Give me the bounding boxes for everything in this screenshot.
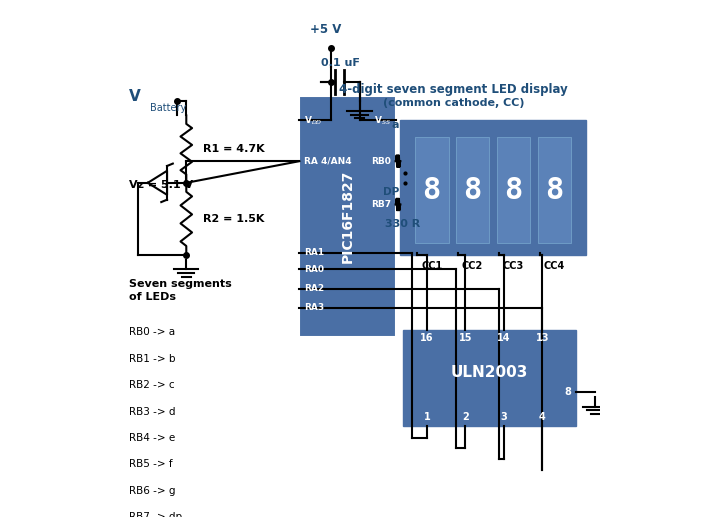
Text: RA 4/AN4: RA 4/AN4 xyxy=(304,157,352,165)
Text: RA1: RA1 xyxy=(304,248,324,257)
Text: Vz = 5.1 V: Vz = 5.1 V xyxy=(129,180,193,190)
Text: CC1: CC1 xyxy=(421,261,442,270)
Bar xyxy=(415,137,449,243)
Text: Battery: Battery xyxy=(150,103,186,113)
Text: 8: 8 xyxy=(423,176,441,205)
Text: 8: 8 xyxy=(564,387,571,397)
Bar xyxy=(299,96,395,337)
Bar xyxy=(403,329,576,426)
Text: 330 R: 330 R xyxy=(385,219,421,229)
Text: 8: 8 xyxy=(463,176,482,205)
Text: RB0 -> a: RB0 -> a xyxy=(129,327,175,337)
Text: RB7 -> dp: RB7 -> dp xyxy=(129,512,182,517)
Text: CC4: CC4 xyxy=(544,261,565,270)
Text: 2: 2 xyxy=(462,412,469,422)
Text: 1: 1 xyxy=(423,412,430,422)
Bar xyxy=(456,137,490,243)
Text: RB3 -> d: RB3 -> d xyxy=(129,406,175,417)
Text: RB5 -> f: RB5 -> f xyxy=(129,460,172,469)
Text: CC3: CC3 xyxy=(503,261,524,270)
Text: V$_{DD}$: V$_{DD}$ xyxy=(304,114,323,127)
Text: RB2 -> c: RB2 -> c xyxy=(129,380,174,390)
Bar xyxy=(400,120,586,255)
Text: ULN2003: ULN2003 xyxy=(451,366,528,381)
Text: a: a xyxy=(391,120,399,130)
Text: 14: 14 xyxy=(497,333,510,343)
Text: 3: 3 xyxy=(500,412,507,422)
Text: CC2: CC2 xyxy=(462,261,483,270)
Text: 4: 4 xyxy=(539,412,546,422)
Text: R2 = 1.5K: R2 = 1.5K xyxy=(203,214,265,224)
Text: V: V xyxy=(129,89,140,104)
Text: 15: 15 xyxy=(459,333,472,343)
Text: RB0: RB0 xyxy=(371,157,390,165)
Text: 0.1 uF: 0.1 uF xyxy=(321,57,360,68)
Text: RA3: RA3 xyxy=(304,303,324,312)
Text: RB6 -> g: RB6 -> g xyxy=(129,486,175,496)
Text: PIC16F1827: PIC16F1827 xyxy=(341,170,354,263)
Bar xyxy=(538,137,571,243)
Text: +5 V: +5 V xyxy=(310,23,342,36)
Text: DP: DP xyxy=(383,188,399,197)
Text: RB4 -> e: RB4 -> e xyxy=(129,433,175,443)
Text: 8: 8 xyxy=(545,176,564,205)
Text: RB1 -> b: RB1 -> b xyxy=(129,354,175,363)
Text: R1 = 4.7K: R1 = 4.7K xyxy=(203,144,265,154)
Text: 16: 16 xyxy=(420,333,434,343)
Text: (common cathode, CC): (common cathode, CC) xyxy=(383,98,524,109)
Text: RA2: RA2 xyxy=(304,284,324,293)
Text: V$_{SS}$: V$_{SS}$ xyxy=(374,114,390,127)
Text: 4-digit seven segment LED display: 4-digit seven segment LED display xyxy=(339,83,568,96)
Bar xyxy=(497,137,531,243)
Text: 8: 8 xyxy=(504,176,523,205)
Text: RA0: RA0 xyxy=(304,265,324,274)
Text: RB7: RB7 xyxy=(371,200,390,209)
Text: Seven segments
of LEDs: Seven segments of LEDs xyxy=(129,279,232,302)
Text: 13: 13 xyxy=(536,333,549,343)
